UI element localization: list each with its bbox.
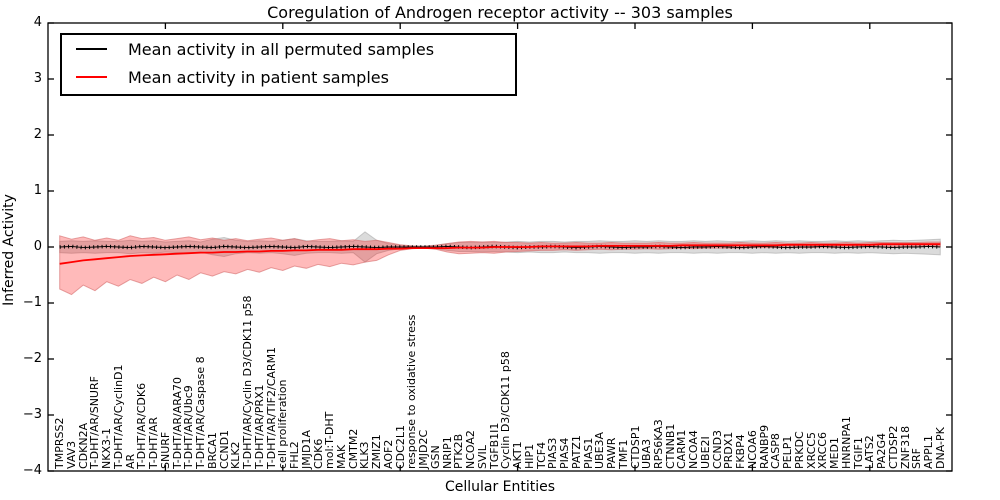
x-tick-label: APPL1 [922,435,936,469]
legend-label: Mean activity in patient samples [128,67,389,87]
x-tick-label: T-DHT/AR/CyclinD1 [111,364,125,469]
x-tick-label: PRKDC [792,431,806,469]
x-tick-label: PIAS3 [546,437,560,469]
y-tick-label: 0 [33,239,42,254]
x-tick-label: CTDSP2 [886,425,900,469]
legend-item-permuted: Mean activity in all permuted samples [62,35,515,63]
x-tick-label: CARM1 [675,429,689,469]
patient-mean-line [59,243,941,265]
x-tick-label: NRIP1 [440,436,454,469]
x-tick-label: mol:T-DHT [323,411,337,469]
x-tick-label: ZNF318 [898,425,912,469]
x-tick-label: SNURF [158,431,172,469]
x-tick-label: T-DHT/AR/TIF2/CARM1 [264,346,278,469]
x-tick-label: PIAS4 [558,437,572,469]
x-tick-label: VAV3 [64,440,78,469]
x-tick-label: ZMIZ1 [370,434,384,469]
x-tick-label: UBE3A [593,431,607,469]
x-tick-label: HNRNPA1 [839,416,853,469]
y-tick-label: 2 [33,127,42,142]
x-tick-label: NCOA6 [745,430,759,469]
x-tick-label: T-DHT/AR/Ubc9 [182,385,196,469]
x-tick-label: FHL2 [288,441,302,469]
x-tick-label: MAK [335,444,348,469]
permuted-line-swatch-icon [76,48,107,50]
x-tick-label: AKT1 [511,441,525,469]
y-tick-label: −4 [22,463,42,478]
x-tick-label: UBA3 [640,438,654,469]
x-tick-label: T-DHT/AR/Caspase 8 [194,356,208,469]
x-tick-label: NCOA4 [687,430,701,469]
y-tick-label: 4 [33,15,42,30]
y-tick-label: −3 [22,407,42,422]
x-axis-label: Cellular Entities [444,479,556,495]
x-tick-label: AOF2 [381,439,395,469]
x-tick-label: T-DHT/AR/SNURF [88,376,102,469]
x-tick-label: TGIF1 [851,437,865,469]
x-tick-label: cell proliferation [276,379,290,469]
x-tick-label: T-DHT/AR/ARA70 [170,377,184,469]
x-tick-label: CDK6 [311,438,325,469]
x-tick-label: TMF1 [616,439,630,469]
x-tick-label: MED1 [828,437,842,469]
x-tick-label: CASP8 [769,433,783,469]
x-tick-label: BRCA1 [205,432,219,469]
legend-item-patient: Mean activity in patient samples [62,63,515,91]
x-tick-label: FKBP4 [734,434,748,469]
x-tick-label: PELP1 [781,435,795,469]
x-tick-label: response to oxidative stress [405,314,419,469]
permuted-mean-line-markers [59,244,941,250]
x-tick-label: JMJD2C [417,429,431,469]
x-tick-label: CCND1 [217,429,231,469]
x-tick-label: SRF [910,448,924,469]
x-tick-label: TMPRSS2 [53,417,67,469]
patient-line-swatch-icon [76,76,107,78]
legend-label: Mean activity in all permuted samples [128,39,435,59]
x-tick-label: KLK2 [229,441,243,469]
x-tick-label: PIAS1 [581,437,595,469]
x-tick-label: XRCC5 [804,432,818,469]
x-tick-label: RPS6KA3 [651,419,665,469]
x-tick-label: PRDX1 [722,431,736,469]
x-tick-label: GSN [428,445,442,469]
x-tick-label: UBE2I [698,436,712,469]
x-tick-label: HIP1 [522,443,536,469]
x-tick-label: PA2G4 [875,433,889,469]
legend: Mean activity in all permuted samples Me… [60,33,517,96]
chart-title: Coregulation of Androgen receptor activi… [267,3,733,22]
x-tick-label: NKX3-1 [100,428,114,469]
x-tick-label: NCOA2 [464,430,478,469]
x-tick-label: KLK3 [358,441,372,469]
y-tick-label: −2 [22,351,42,366]
x-tick-label: SVIL [475,445,489,469]
x-tick-label: XRCC6 [816,432,830,469]
y-tick-label: 3 [33,71,42,86]
y-tick-label: −1 [22,295,42,310]
y-tick-label: 1 [33,183,42,198]
x-tick-label: T-DHT/AR [147,416,161,469]
x-tick-label: T-DHT/AR/Cyclin D3/CDK11 p58 [241,295,255,469]
x-tick-label: LATS2 [863,435,877,469]
x-tick-label: PATZ1 [569,435,583,469]
x-tick-label: TGFB1I1 [487,422,501,469]
x-tick-label: TCF4 [534,441,548,469]
x-tick-label: JMJD1A [299,430,313,469]
x-tick-label: PTK2B [452,433,466,469]
x-tick-label: PAWR [605,437,619,469]
x-tick-label: Cyclin D3/CDK11 p58 [499,351,513,469]
x-tick-label: T-DHT/AR/PRX1 [252,384,266,469]
x-tick-label: T-DHT/AR/CDK6 [135,382,149,469]
x-tick-label: RANBP9 [757,424,771,469]
x-tick-label: CTDSP1 [628,425,642,469]
x-tick-label: DNA-PK [933,427,947,469]
